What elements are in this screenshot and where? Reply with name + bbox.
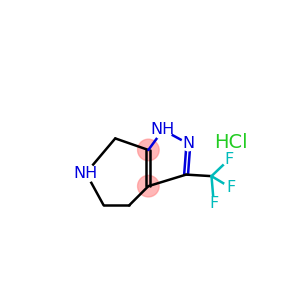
Text: HCl: HCl [214, 133, 247, 152]
Circle shape [77, 164, 95, 182]
Text: N: N [182, 136, 194, 151]
Text: NH: NH [74, 166, 98, 181]
Circle shape [218, 130, 243, 154]
Text: F: F [225, 152, 234, 167]
Text: NH: NH [151, 122, 175, 137]
Circle shape [182, 137, 195, 151]
Circle shape [138, 139, 159, 161]
Circle shape [224, 181, 238, 195]
Text: F: F [226, 180, 236, 195]
Text: F: F [209, 196, 218, 211]
Circle shape [222, 152, 236, 166]
Circle shape [154, 121, 172, 139]
Circle shape [207, 197, 221, 211]
Circle shape [138, 176, 159, 197]
